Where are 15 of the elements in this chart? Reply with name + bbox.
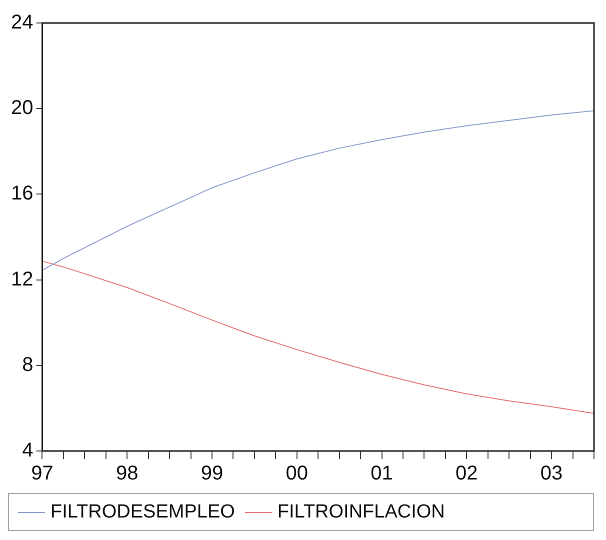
x-tick-label: 02 [456,462,478,485]
x-tick-label: 97 [31,462,54,485]
y-tick-label: 4 [22,440,34,462]
x-tick-label: 03 [540,462,563,485]
x-tick-label: 98 [116,462,138,485]
y-tick-label: 20 [10,97,34,120]
legend-label: FILTROINFLACION [277,502,445,523]
y-tick-label: 8 [22,354,34,376]
x-tick-label: 01 [370,462,393,485]
legend-label: FILTRODESEMPLEO [50,502,235,523]
x-tick-label: 00 [286,462,308,485]
y-tick-label: 24 [10,12,34,34]
x-tick-label: 99 [200,462,224,485]
y-tick-label: 12 [10,268,34,290]
y-tick-label: 16 [10,182,34,205]
